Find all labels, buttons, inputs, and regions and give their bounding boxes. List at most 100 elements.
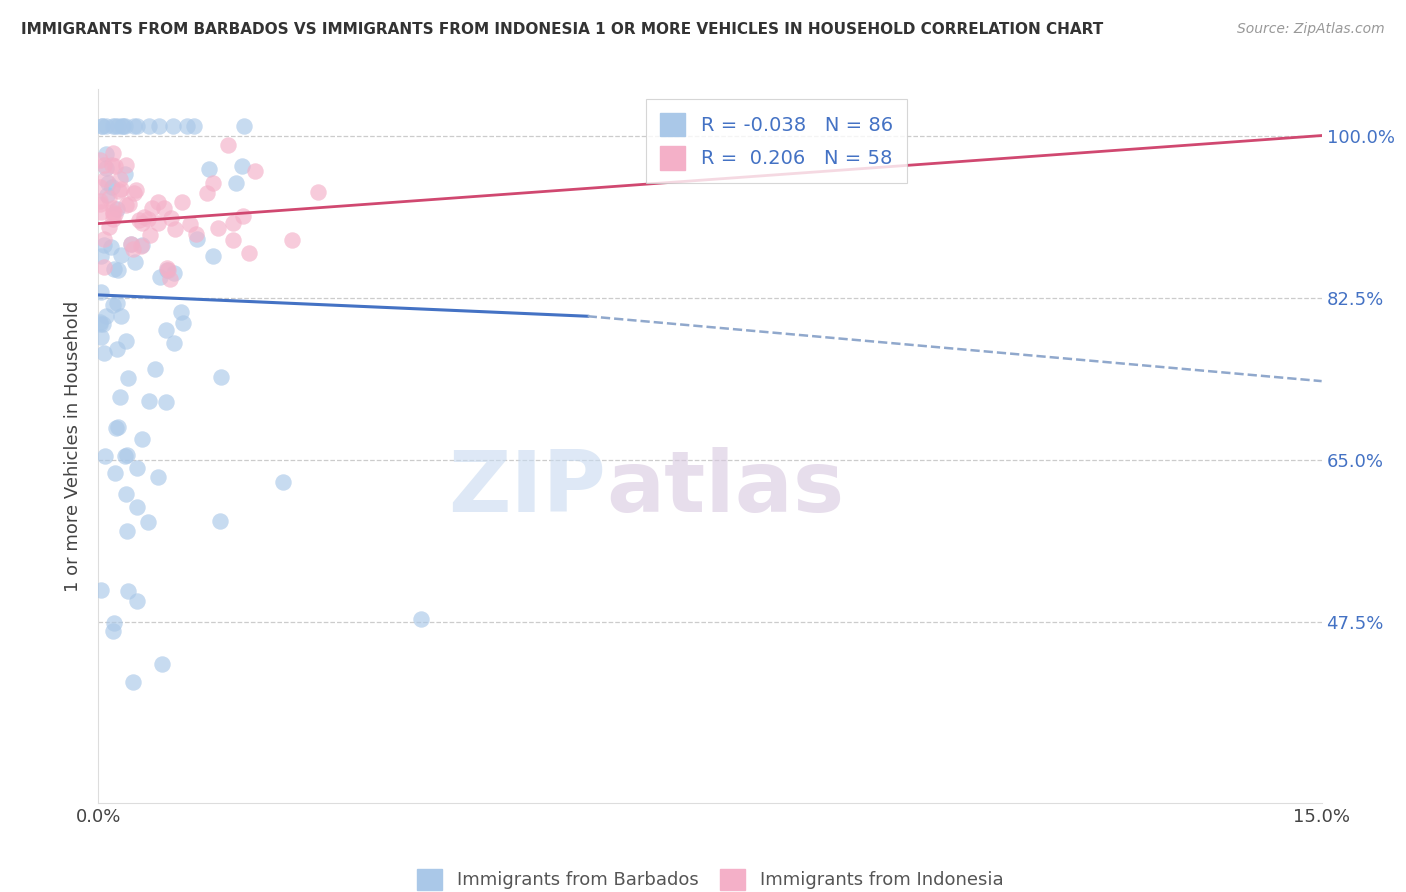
Point (94, 449, 117, 463)
Point (162, 120, 184, 134)
Point (127, 594, 149, 608)
Point (90, 204, 112, 219)
Point (231, 159, 253, 173)
Point (104, 159, 127, 173)
Point (222, 216, 245, 230)
Point (118, 197, 141, 211)
Point (136, 211, 159, 226)
Point (122, 242, 145, 256)
Point (93, 260, 115, 274)
Point (159, 272, 181, 286)
Point (90, 285, 112, 300)
Point (243, 164, 266, 178)
Point (89, 180, 111, 194)
Point (136, 515, 159, 529)
Point (209, 515, 232, 529)
Point (94, 309, 117, 323)
Point (138, 120, 160, 134)
Text: ZIP: ZIP (449, 447, 606, 531)
Point (125, 461, 148, 475)
Point (96, 187, 118, 202)
Point (195, 186, 218, 200)
Point (94, 120, 117, 134)
Point (281, 233, 304, 247)
Point (153, 202, 176, 216)
Point (131, 239, 153, 253)
Point (90, 120, 112, 134)
Point (101, 624, 124, 638)
Point (271, 475, 294, 490)
Point (156, 262, 179, 277)
Point (91, 317, 114, 331)
Point (117, 371, 139, 385)
Point (120, 237, 142, 252)
Point (115, 334, 138, 348)
Point (111, 120, 134, 134)
Point (98, 191, 121, 205)
Point (139, 227, 162, 242)
Point (117, 448, 139, 462)
Point (104, 120, 127, 134)
Point (115, 158, 138, 172)
Point (96, 147, 118, 161)
Point (117, 583, 139, 598)
Text: atlas: atlas (606, 447, 845, 531)
Point (233, 120, 256, 134)
Point (90, 249, 112, 263)
Point (93, 158, 115, 172)
Point (202, 248, 225, 262)
Point (411, 612, 433, 626)
Point (105, 295, 128, 310)
Point (94, 172, 117, 186)
Point (94, 161, 117, 175)
Point (89, 153, 111, 167)
Point (103, 205, 125, 219)
Point (170, 194, 193, 209)
Point (115, 487, 138, 501)
Point (108, 171, 131, 186)
Point (146, 216, 169, 230)
Point (108, 184, 131, 198)
Point (155, 395, 177, 409)
Point (114, 449, 136, 463)
Point (143, 362, 166, 376)
Point (141, 202, 163, 216)
Point (101, 158, 124, 172)
Point (202, 176, 225, 190)
Point (156, 263, 179, 277)
Point (186, 232, 208, 246)
Point (93, 346, 115, 360)
Point (101, 120, 124, 134)
Point (110, 181, 132, 195)
Point (93, 232, 115, 246)
Point (307, 185, 329, 199)
Point (179, 217, 201, 231)
Y-axis label: 1 or more Vehicles in Household: 1 or more Vehicles in Household (63, 301, 82, 591)
Point (184, 227, 207, 242)
Point (122, 120, 145, 134)
Point (115, 198, 138, 212)
Text: IMMIGRANTS FROM BARBADOS VS IMMIGRANTS FROM INDONESIA 1 OR MORE VEHICLES IN HOUS: IMMIGRANTS FROM BARBADOS VS IMMIGRANTS F… (21, 22, 1104, 37)
Point (120, 236, 142, 251)
Point (217, 137, 239, 152)
Point (207, 220, 229, 235)
Point (170, 305, 193, 319)
Point (172, 316, 194, 330)
Point (101, 201, 124, 215)
Point (107, 420, 129, 434)
Point (108, 390, 131, 404)
Point (114, 120, 136, 134)
Point (149, 269, 172, 284)
Point (90, 330, 112, 344)
Point (90, 582, 112, 597)
Text: Source: ZipAtlas.com: Source: ZipAtlas.com (1237, 22, 1385, 37)
Point (105, 342, 128, 356)
Point (93, 238, 115, 252)
Point (131, 238, 153, 252)
Point (89, 194, 111, 208)
Point (176, 120, 198, 134)
Point (114, 167, 136, 181)
Point (128, 212, 150, 227)
Point (163, 222, 186, 236)
Point (225, 176, 247, 190)
